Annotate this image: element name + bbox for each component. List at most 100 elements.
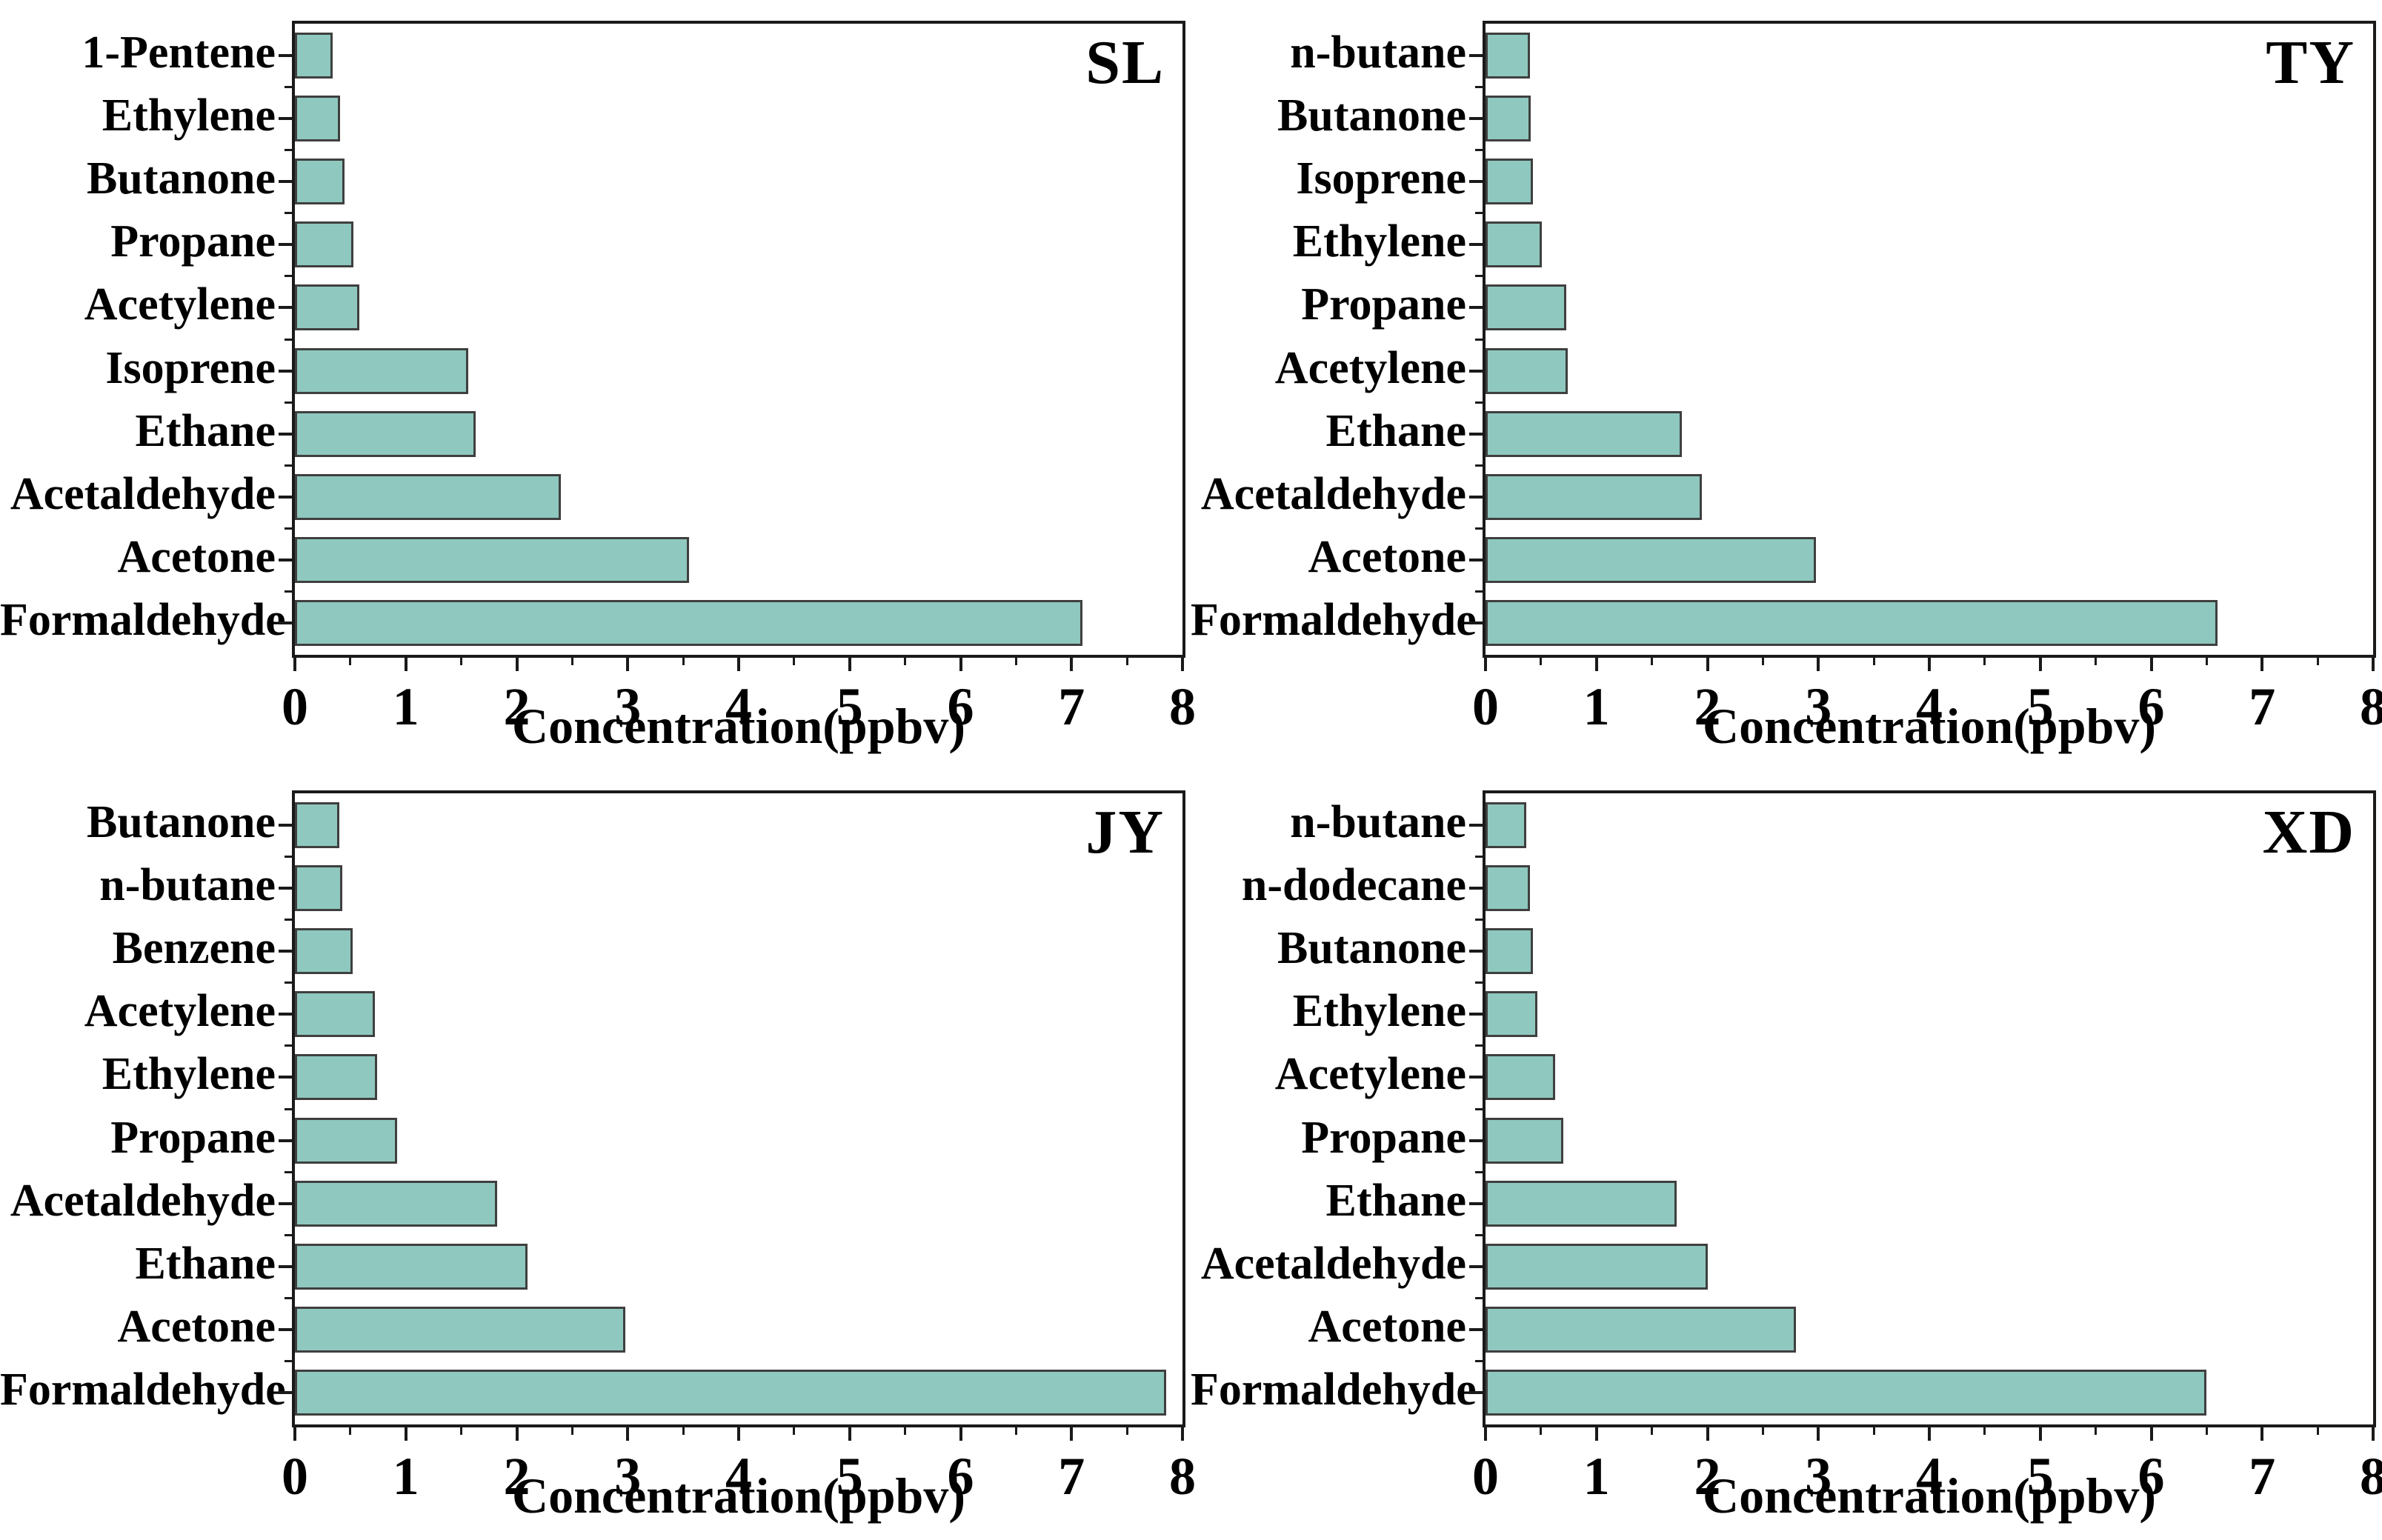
y-axis-major-tick bbox=[1469, 1201, 1483, 1205]
bar-n-butane: 0.4 bbox=[1486, 32, 1530, 79]
x-axis-tick-label: 3 bbox=[1805, 677, 1832, 736]
y-axis-minor-tick bbox=[285, 1107, 292, 1110]
y-axis-minor-tick bbox=[1475, 1360, 1483, 1363]
x-axis-minor-tick bbox=[682, 1427, 685, 1435]
y-axis-major-tick bbox=[1469, 369, 1483, 373]
x-axis-tick-label: 1 bbox=[1583, 677, 1610, 736]
bar-Ethane: 1.77 bbox=[1486, 410, 1683, 457]
y-axis-major-tick bbox=[279, 306, 292, 310]
x-axis-tick-label: 2 bbox=[1694, 1447, 1721, 1506]
bar-Acetone: 2.98 bbox=[1486, 537, 1817, 584]
y-category-label: Butanone bbox=[1277, 923, 1466, 973]
x-axis-tick-label: 0 bbox=[1472, 677, 1499, 736]
y-category-label: Acetone bbox=[1308, 1301, 1466, 1353]
y-axis-minor-tick bbox=[285, 918, 292, 921]
y-category-label: n-dodecane bbox=[1241, 859, 1466, 910]
x-axis-tick-label: 8 bbox=[2360, 1447, 2382, 1506]
x-axis-minor-tick bbox=[2205, 658, 2208, 665]
panel-label: JY bbox=[1085, 798, 1165, 867]
y-category-label: Ethane bbox=[1325, 405, 1466, 456]
plot-area-JY: 0.4 0.43 0.52 0.72 0.74 0.92 1.82 2.1 2.98 7.85 JY bbox=[292, 790, 1185, 1427]
y-category-label: Acetylene bbox=[1274, 342, 1466, 393]
x-axis-major-tick bbox=[2372, 1427, 2375, 1441]
x-axis-major-tick bbox=[2149, 658, 2153, 671]
x-axis-major-tick bbox=[1594, 1427, 1598, 1441]
x-axis-tick-label: 6 bbox=[2138, 677, 2165, 736]
y-category-label: Propane bbox=[1301, 1112, 1466, 1163]
y-axis-major-tick bbox=[279, 621, 292, 625]
y-category-label: n-butane bbox=[1290, 27, 1466, 78]
x-axis-major-tick bbox=[1484, 1427, 1487, 1441]
y-axis-major-tick bbox=[1469, 1328, 1483, 1332]
x-axis-tick-label: 8 bbox=[1169, 677, 1196, 736]
bar-Ethylene: 0.51 bbox=[1486, 221, 1543, 268]
bar-Propane: 0.73 bbox=[1486, 284, 1567, 331]
y-axis-minor-tick bbox=[285, 855, 292, 858]
x-axis-tick-label: 4 bbox=[1916, 1447, 1943, 1506]
bar-Ethane: 1.63 bbox=[295, 410, 476, 457]
bar-Isoprene: 1.56 bbox=[295, 347, 468, 394]
y-axis-minor-tick bbox=[285, 1233, 292, 1236]
x-axis-major-tick bbox=[515, 1427, 519, 1441]
y-axis-minor-tick bbox=[1475, 1044, 1483, 1047]
bar-n-dodecane: 0.4 bbox=[1486, 864, 1530, 911]
x-axis-minor-tick bbox=[570, 1427, 573, 1435]
x-axis-tick-label: 1 bbox=[1583, 1447, 1610, 1506]
y-axis-major-tick bbox=[1469, 1139, 1483, 1142]
panel-SL: 0.34 0.41 0.45 0.53 0.58 1.56 1.63 2.4 3.55 7.1 SL… bbox=[0, 0, 1196, 770]
bar-Acetone: 2.98 bbox=[295, 1307, 626, 1353]
y-axis-major-tick bbox=[1469, 559, 1483, 562]
y-category-label: n-butane bbox=[1290, 796, 1466, 847]
x-axis-major-tick bbox=[1070, 1427, 1074, 1441]
y-axis-minor-tick bbox=[1475, 918, 1483, 921]
panel-JY: 0.4 0.43 0.52 0.72 0.74 0.92 1.82 2.1 2.98 7.85 JY… bbox=[0, 770, 1196, 1540]
x-axis-minor-tick bbox=[460, 658, 463, 665]
x-axis-minor-tick bbox=[682, 658, 685, 665]
bar-1-Pentene: 0.34 bbox=[295, 32, 333, 79]
x-axis-major-tick bbox=[2372, 658, 2375, 671]
y-axis-minor-tick bbox=[1475, 212, 1483, 215]
y-category-label: Acetaldehyde bbox=[10, 1175, 276, 1226]
y-axis-major-tick bbox=[279, 1328, 292, 1332]
y-axis-major-tick bbox=[1469, 116, 1483, 120]
x-axis-minor-tick bbox=[1540, 1427, 1543, 1435]
bar-Benzene: 0.52 bbox=[295, 928, 353, 974]
x-axis-major-tick bbox=[1817, 658, 1820, 671]
bar-Formaldehyde: 7.85 bbox=[295, 1370, 1166, 1416]
y-category-label: Acetylene bbox=[84, 279, 276, 330]
y-axis-minor-tick bbox=[285, 1297, 292, 1300]
x-axis-major-tick bbox=[959, 658, 962, 671]
x-axis-minor-tick bbox=[1872, 1427, 1875, 1435]
x-axis-major-tick bbox=[2038, 1427, 2042, 1441]
x-axis-major-tick bbox=[293, 1427, 296, 1441]
bar-Butanone: 0.41 bbox=[1486, 95, 1531, 141]
y-category-label: Ethylene bbox=[102, 1049, 276, 1100]
y-category-label: Ethylene bbox=[102, 90, 276, 141]
panel-label: TY bbox=[2266, 28, 2355, 97]
x-axis-minor-tick bbox=[1651, 1427, 1654, 1435]
y-axis-major-tick bbox=[279, 1391, 292, 1395]
x-axis-major-tick bbox=[293, 658, 296, 671]
y-category-label: Acetone bbox=[117, 1301, 276, 1353]
y-axis-minor-tick bbox=[285, 981, 292, 984]
x-axis-tick-label: 0 bbox=[282, 1447, 308, 1506]
x-axis-tick-label: 2 bbox=[503, 677, 530, 736]
y-axis-major-tick bbox=[279, 1139, 292, 1142]
x-axis-minor-tick bbox=[1125, 658, 1128, 665]
x-axis-major-tick bbox=[848, 658, 851, 671]
x-axis-minor-tick bbox=[2316, 1427, 2319, 1435]
y-axis-major-tick bbox=[1469, 823, 1483, 827]
y-axis-major-tick bbox=[1469, 950, 1483, 953]
y-axis-major-tick bbox=[1469, 180, 1483, 183]
y-category-label: n-butane bbox=[99, 859, 276, 910]
y-category-label: Ethane bbox=[135, 1239, 276, 1289]
y-axis-major-tick bbox=[1469, 306, 1483, 310]
x-axis-tick-label: 6 bbox=[2138, 1447, 2165, 1506]
x-axis-tick-label: 7 bbox=[2249, 1447, 2276, 1506]
panel-label: SL bbox=[1085, 28, 1165, 97]
y-axis-major-tick bbox=[279, 1201, 292, 1205]
x-axis-major-tick bbox=[2149, 1427, 2153, 1441]
x-axis-minor-tick bbox=[570, 658, 573, 665]
y-axis-minor-tick bbox=[1475, 855, 1483, 858]
